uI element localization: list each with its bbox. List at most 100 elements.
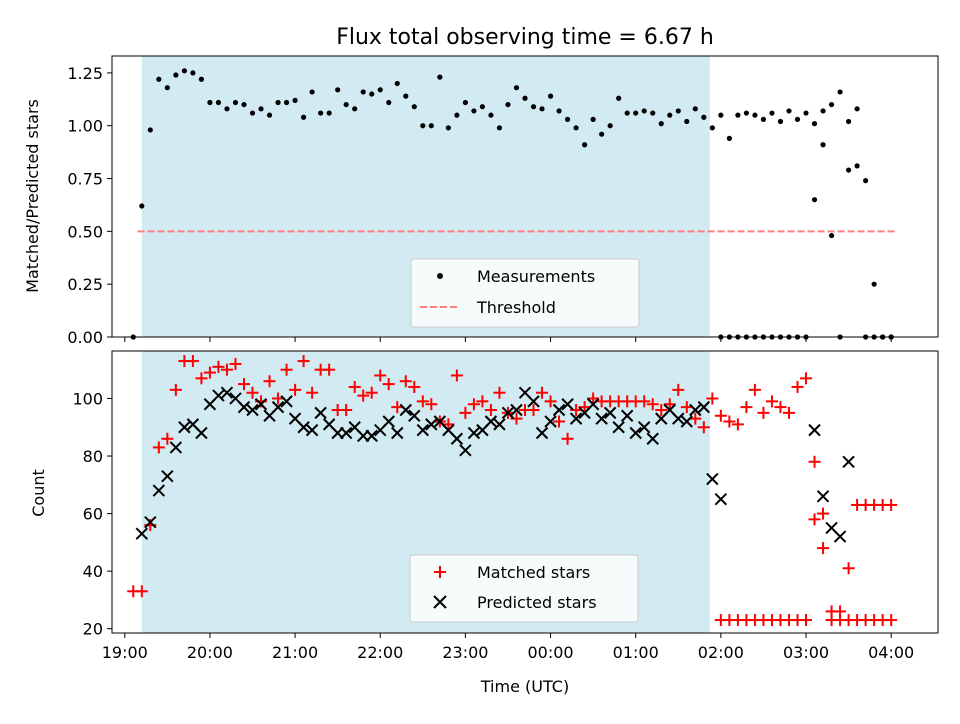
matched-star-point [357,389,370,402]
matched-star-point [416,395,429,408]
predicted-star-point [527,395,540,408]
measurement-point [752,112,758,118]
predicted-star-point [254,398,268,411]
matched-star-point [459,406,472,419]
matched-star-point [680,401,693,414]
legend-matched-label: Matched stars [477,563,590,582]
predicted-star-point [178,421,191,434]
top-y-axis-label: Matched/Predicted stars [23,99,42,293]
matched-star-point [229,357,242,370]
matched-star-point [663,398,676,411]
bottom-y-ticks: 20 40 60 80 100 [72,389,112,639]
measurement-point [539,106,545,112]
predicted-star-point [391,426,404,440]
matched-star-point [374,369,387,382]
matched-star-point [306,386,319,399]
measurement-point [249,110,256,116]
matched-star-point [408,380,421,393]
predicted-star-point [501,406,515,420]
matched-star-point [527,403,540,416]
measurement-point [181,68,187,74]
top-legend-box [410,258,640,328]
legend-matched-marker [434,566,446,578]
matched-star-point [161,432,174,445]
matched-star-point [135,585,148,598]
matched-star-point [672,383,685,396]
matched-stars-points [127,355,898,627]
matched-star-point [587,392,600,405]
predicted-star-point [169,441,183,454]
bottom-legend: Matched stars Predicted stars [409,554,639,623]
measurement-point [462,99,468,106]
measurement-point [164,85,170,91]
measurement-point [547,93,554,99]
predicted-star-point [629,426,642,440]
measurement-point [445,125,451,131]
measurement-point [215,99,222,106]
matched-star-point [323,363,336,376]
matched-star-point [731,418,744,431]
measurement-point [811,197,818,203]
matched-star-point [382,378,395,391]
predicted-star-point [382,415,395,428]
measurement-point [326,110,332,116]
x-tick-label: 21:00 [272,643,318,662]
predicted-star-point [561,398,574,411]
matched-star-point [885,498,898,511]
matched-star-point [544,395,557,408]
matched-star-point [220,363,233,376]
bottom-y-tick-label: 100 [72,389,103,408]
legend-predicted-marker [433,595,447,609]
matched-star-point [706,392,719,405]
matched-star-point [186,355,199,368]
matched-star-point [195,372,208,385]
matched-star-point [237,378,250,391]
matched-star-point [638,395,651,408]
measurement-point [275,99,281,106]
x-tick-label: 20:00 [187,643,233,662]
measurement-point [633,110,639,116]
bottom-y-tick-label: 80 [83,447,103,466]
predicted-stars-points [135,386,855,543]
measurement-point [207,99,213,106]
measurement-point [403,93,409,99]
x-tick-label: 23:00 [442,643,488,662]
measurement-point [241,101,247,108]
measurement-point [360,89,366,95]
matched-star-point [782,406,795,419]
matched-star-point [714,409,727,422]
measurement-point [522,95,528,101]
measurement-point [803,110,809,116]
measurement-point [420,123,426,129]
measurement-point [428,123,434,129]
measurement-point [496,125,503,131]
bottom-x-ticks: 19:00 20:00 21:00 22:00 23:00 00:00 01:00 02:00… [102,633,914,662]
matched-star-point [246,386,259,399]
predicted-star-point [552,403,566,417]
measurement-point [318,110,324,116]
matched-star-point [655,403,668,416]
predicted-star-point [152,484,166,497]
measurement-point [616,95,622,101]
measurement-point [556,108,562,114]
measurement-point [377,87,383,93]
matched-star-point [800,614,813,627]
chart-title: Flux total observing time = 6.67 h [336,25,714,50]
x-tick-label: 19:00 [102,643,148,662]
measurement-point [650,110,656,116]
top-y-tick-label: 0.75 [67,170,103,189]
predicted-star-point [493,418,506,431]
predicted-star-point [842,455,855,468]
measurement-point [871,281,877,287]
measurement-point [590,116,596,122]
measurement-point [658,121,664,127]
predicted-star-point [714,492,728,506]
measurement-point [479,104,486,110]
matched-star-point [765,395,778,408]
matched-star-point [203,366,216,379]
predicted-star-point [459,444,472,457]
predicted-star-point [339,426,353,440]
x-tick-label: 04:00 [868,643,914,662]
measurement-point [573,125,579,131]
measurement-point [667,112,673,118]
